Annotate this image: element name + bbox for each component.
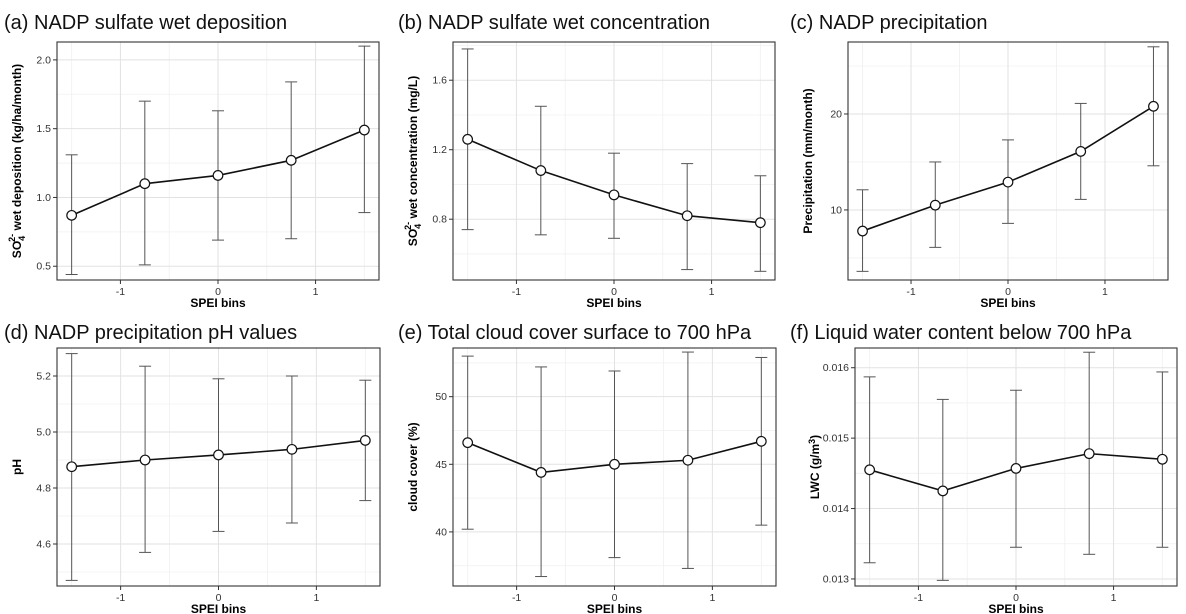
panel-c-point-3 xyxy=(1075,146,1087,157)
panel-d-x-tick-label-0: -1 xyxy=(116,592,125,604)
panel-c-point-4 xyxy=(1148,100,1159,112)
panel-c-plot: -1 0 1 10 20 SPEI bins Precipitation (mm/month… xyxy=(801,41,1169,310)
panel-d-point-4 xyxy=(359,434,371,446)
panel-d-point-0 xyxy=(66,461,78,473)
panel-f-point-1 xyxy=(937,485,949,497)
panel-b-point-3 xyxy=(681,210,693,222)
panel-e-point-1 xyxy=(535,467,547,478)
panel-e-point-0 xyxy=(462,437,474,449)
panel-a-y-tick-label-3: 2.0 xyxy=(36,54,51,66)
panel-e-point-4 xyxy=(755,435,767,447)
panel-a-x-tick-label-2: 1 xyxy=(313,286,319,298)
panel-f-y-axis-title: LWC (g/m3) xyxy=(807,435,822,499)
panel-d-y-tick-label-1: 4.8 xyxy=(36,483,51,495)
panel-b-y-tick-label-2: 1.6 xyxy=(432,75,447,87)
panel-c-x-axis-title: SPEI bins xyxy=(980,296,1036,310)
panel-c-x-tick-label-1: 0 xyxy=(1005,286,1011,298)
panel-a-x-tick-label-1: 0 xyxy=(215,286,221,298)
panel-c-x-tick-label-2: 1 xyxy=(1102,286,1108,298)
panel-e-y-tick-label-2: 50 xyxy=(435,391,447,403)
panel-f-x-tick-label-2: 1 xyxy=(1111,592,1117,604)
panel-d-x-axis-title: SPEI bins xyxy=(191,602,247,614)
panel-d-plot: -1 0 1 4.6 4.8 5.0 5.2 SPEI bins pH xyxy=(10,347,381,614)
panel-e-y-tick-label-0: 40 xyxy=(435,526,447,538)
panel-a-x-tick-label-0: -1 xyxy=(116,286,125,298)
panel-c-x-tick-label-0: -1 xyxy=(906,286,915,298)
panel-a-y-tick-label-2: 1.5 xyxy=(36,123,51,135)
panel-a-y-axis-title: SO42- wet deposition (kg/ha/month) xyxy=(7,64,27,258)
panel-f-y-tick-label-1: 0.014 xyxy=(823,503,849,515)
panel-b-x-tick-label-1: 0 xyxy=(611,286,617,298)
panel-b-point-1 xyxy=(535,165,547,176)
panel-b-title: (b) NADP sulfate wet concentration xyxy=(398,12,711,34)
panel-a-point-2 xyxy=(212,170,224,181)
panel-f-y-tick-label-3: 0.016 xyxy=(823,362,849,374)
panel-f-point-4 xyxy=(1156,453,1168,465)
panel-b-y-tick-label-0: 0.8 xyxy=(432,214,447,226)
panel-a-point-0 xyxy=(66,209,78,221)
panel-b-x-tick-label-0: -1 xyxy=(512,286,521,298)
panel-e-x-tick-label-1: 0 xyxy=(612,592,618,604)
panel-d-point-1 xyxy=(139,454,151,466)
panel-c-point-0 xyxy=(857,225,868,237)
panel-b-y-tick-label-1: 1.2 xyxy=(432,144,447,156)
panel-e-point-2 xyxy=(609,458,620,470)
panel-a-x-axis-title: SPEI bins xyxy=(190,296,246,310)
panel-a-plot: -1 0 1 0.5 1.0 1.5 2.0 SPEI bins SO42- wet depos… xyxy=(7,41,380,310)
panel-c-y-tick-label-0: 10 xyxy=(830,204,842,216)
panel-e-x-tick-label-2: 1 xyxy=(709,592,715,604)
panel-e-x-axis-title: SPEI bins xyxy=(587,602,643,614)
panel-e-title: (e) Total cloud cover surface to 700 hPa xyxy=(398,322,752,344)
panel-f-x-tick-label-0: -1 xyxy=(914,592,923,604)
panel-f-point-2 xyxy=(1010,463,1022,474)
panel-e-point-3 xyxy=(682,454,694,466)
panel-e-y-axis-title: cloud cover (%) xyxy=(406,422,420,511)
panel-d-x-tick-label-1: 0 xyxy=(216,592,222,604)
panel-d-y-tick-label-2: 5.0 xyxy=(36,427,51,439)
panel-d-y-axis-title: pH xyxy=(10,459,24,475)
panel-e-plot: -1 0 1 40 45 50 SPEI bins cloud cover (%) xyxy=(406,347,777,614)
panel-f-point-0 xyxy=(864,464,876,476)
panel-f-plot: -1 0 1 0.013 0.014 0.015 0.016 SPEI bins LWC (g/… xyxy=(807,347,1178,614)
panel-a-point-1 xyxy=(139,178,151,190)
panel-b-x-tick-label-2: 1 xyxy=(709,286,715,298)
panel-f-y-tick-label-2: 0.015 xyxy=(823,433,849,445)
panel-d-point-2 xyxy=(213,449,224,461)
panel-a-y-tick-label-0: 0.5 xyxy=(36,261,51,273)
panel-a-point-4 xyxy=(358,124,370,136)
panel-d-x-tick-label-2: 1 xyxy=(313,592,319,604)
panel-b-y-axis-title: SO42- wet concentration (mg/L) xyxy=(403,76,423,246)
panel-d-y-tick-label-0: 4.6 xyxy=(36,539,51,551)
panel-d-point-3 xyxy=(286,443,298,455)
panel-d-title: (d) NADP precipitation pH values xyxy=(4,322,298,344)
panel-a-point-3 xyxy=(285,154,297,166)
panel-c-y-tick-label-1: 20 xyxy=(830,108,842,120)
panel-f-x-axis-title: SPEI bins xyxy=(988,602,1044,614)
panel-f-x-tick-label-1: 0 xyxy=(1013,592,1019,604)
panel-c-point-1 xyxy=(929,199,941,211)
panel-a-y-tick-label-1: 1.0 xyxy=(36,192,51,204)
panel-a-title: (a) NADP sulfate wet deposition xyxy=(4,12,288,34)
panel-c-point-2 xyxy=(1002,176,1014,188)
panel-b-point-0 xyxy=(462,133,474,145)
panel-c-title: (c) NADP precipitation xyxy=(790,12,988,34)
panel-b-point-2 xyxy=(608,189,620,201)
panel-d-y-tick-label-3: 5.2 xyxy=(36,371,51,383)
panel-b-point-4 xyxy=(754,217,766,229)
panel-f-point-3 xyxy=(1083,448,1095,460)
panel-c-y-axis-title: Precipitation (mm/month) xyxy=(801,88,815,233)
panel-f-y-tick-label-0: 0.013 xyxy=(823,573,849,585)
panel-b-plot: -1 0 1 0.8 1.2 1.6 SPEI bins SO42- wet concentr… xyxy=(403,41,776,310)
panel-b-x-axis-title: SPEI bins xyxy=(586,296,642,310)
panel-e-y-tick-label-1: 45 xyxy=(435,459,447,471)
panel-f-title: (f) Liquid water content below 700 hPa xyxy=(790,322,1132,344)
panel-e-x-tick-label-0: -1 xyxy=(512,592,521,604)
